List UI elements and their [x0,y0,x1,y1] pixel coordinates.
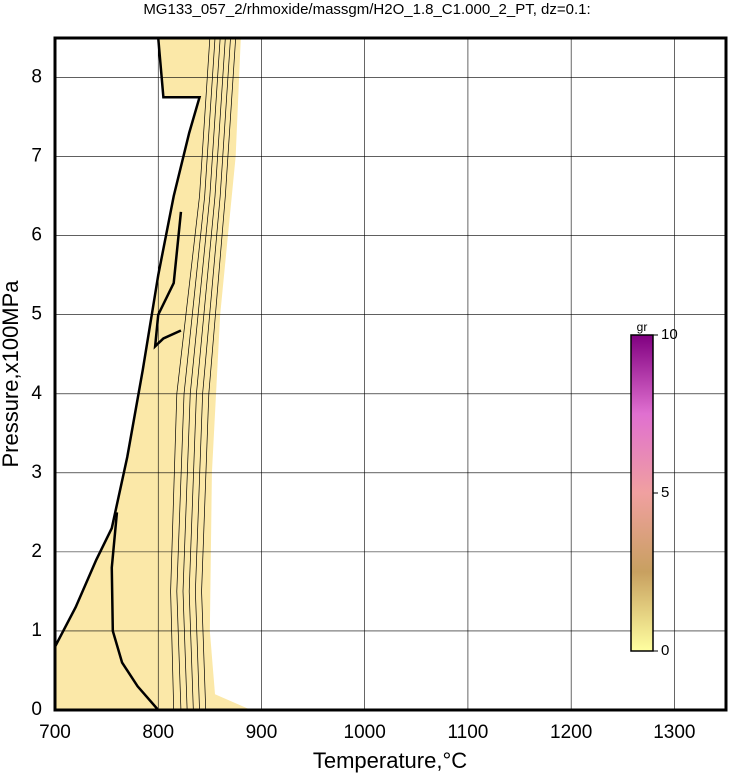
x-tick-label: 1100 [447,722,488,743]
x-tick-label: 1000 [344,722,386,743]
y-tick-label: 6 [31,225,42,246]
y-tick-label: 7 [31,146,42,167]
y-tick-label: 4 [31,383,42,404]
x-tick-label: 800 [142,722,174,743]
y-tick-label: 3 [31,462,42,483]
colorbar-tick-label: 0 [661,642,669,659]
plot-frame [53,36,728,712]
colorbar-tick-label: 10 [661,326,678,343]
x-tick-label: 1200 [550,722,592,743]
contour-line [110,512,160,710]
colorbar [630,334,654,652]
colorbar-tick-label: 5 [661,484,669,501]
contour-line [55,38,202,648]
x-tick-label: 700 [39,722,71,743]
x-axis-label: Temperature,°C [313,748,467,773]
y-tick-label: 2 [31,541,42,562]
y-tick-label: 5 [31,304,42,325]
contour-line [153,211,183,350]
field-region [55,38,252,710]
y-tick-label: 0 [31,699,42,720]
x-tick-label: 1300 [653,722,695,743]
colorbar-label: gr [637,320,648,334]
chart-title: MG133_057_2/rhmoxide/massgm/H2O_1.8_C1.0… [143,1,590,18]
y-axis-label: Pressure,x100MPa [0,280,23,468]
x-tick-label: 900 [246,722,278,743]
y-tick-label: 1 [31,620,42,641]
y-tick-label: 8 [31,67,42,88]
